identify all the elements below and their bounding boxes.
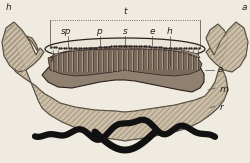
Text: a: a	[242, 3, 248, 13]
Polygon shape	[50, 46, 200, 58]
Polygon shape	[2, 22, 44, 72]
Text: e: e	[149, 28, 155, 37]
Polygon shape	[206, 22, 248, 72]
Polygon shape	[42, 47, 204, 92]
Ellipse shape	[45, 38, 205, 60]
Text: t: t	[123, 7, 127, 16]
Text: sp: sp	[61, 28, 71, 37]
Polygon shape	[48, 49, 202, 76]
Text: r: r	[220, 104, 224, 112]
Polygon shape	[4, 24, 228, 141]
Text: s: s	[122, 28, 128, 37]
Text: h: h	[167, 28, 173, 37]
Text: i: i	[51, 55, 53, 65]
Text: a: a	[218, 66, 224, 74]
Text: m: m	[220, 86, 229, 95]
Text: p: p	[96, 28, 102, 37]
Text: h: h	[6, 3, 12, 13]
